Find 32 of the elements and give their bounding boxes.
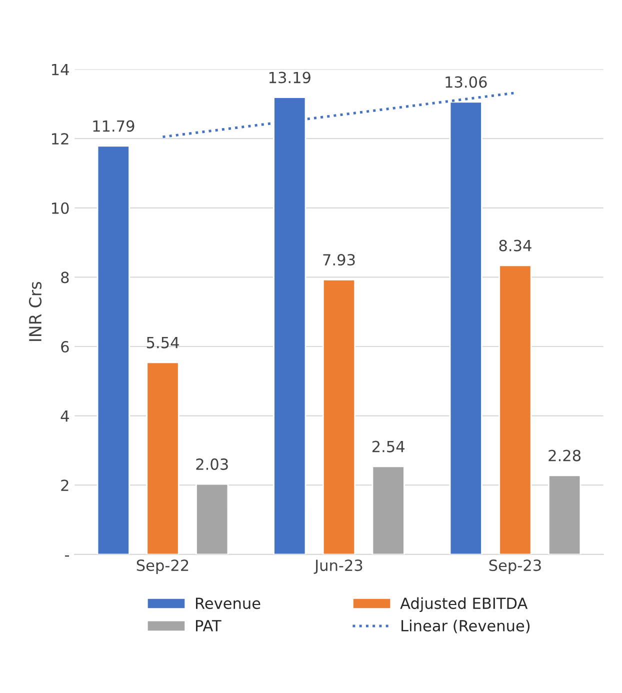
x-tick-label: Jun-23 bbox=[314, 560, 362, 574]
legend-label: PAT bbox=[196, 620, 222, 632]
data-label: 2.03 bbox=[196, 458, 228, 470]
y-axis-title: INR Crs bbox=[28, 282, 42, 341]
bar bbox=[548, 474, 582, 554]
x-tick-label: Sep-22 bbox=[136, 560, 188, 574]
y-tick-label: - bbox=[65, 555, 70, 557]
bar bbox=[196, 483, 229, 554]
y-tick-label: 2 bbox=[61, 480, 68, 491]
data-label: 2.28 bbox=[548, 450, 581, 462]
y-tick-label: 10 bbox=[52, 202, 69, 214]
bar bbox=[96, 145, 130, 554]
bar bbox=[322, 278, 356, 554]
y-tick-label: 4 bbox=[60, 410, 69, 422]
legend-label: Adjusted EBITDA bbox=[400, 597, 528, 612]
y-tick-label: 6 bbox=[61, 340, 69, 353]
y-tick-label: 12 bbox=[52, 133, 68, 144]
y-tick-label: 8 bbox=[61, 272, 69, 284]
y-tick-label: 14 bbox=[52, 64, 69, 76]
data-label: 13.19 bbox=[269, 72, 310, 84]
data-label: 2.54 bbox=[372, 440, 404, 452]
bar bbox=[146, 362, 180, 554]
bar bbox=[372, 466, 405, 554]
data-label: 5.54 bbox=[146, 337, 179, 348]
data-label: 11.79 bbox=[93, 120, 134, 132]
data-label: 7.93 bbox=[323, 254, 355, 266]
bar bbox=[498, 264, 532, 554]
data-label: 8.34 bbox=[499, 240, 532, 252]
legend-label: Linear (Revenue) bbox=[402, 620, 530, 634]
legend-label: Revenue bbox=[196, 598, 260, 610]
x-tick-label: Sep-23 bbox=[489, 560, 541, 574]
data-label: 13.06 bbox=[446, 76, 487, 88]
